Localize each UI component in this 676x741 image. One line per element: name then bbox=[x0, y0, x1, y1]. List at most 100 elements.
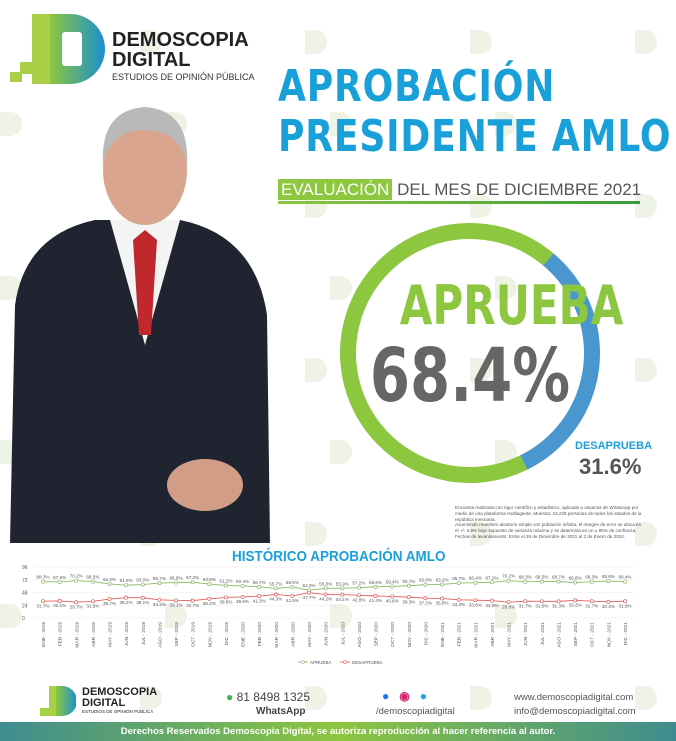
data-label: 68.3% bbox=[519, 575, 532, 580]
data-point bbox=[390, 594, 395, 599]
data-label: 70.2% bbox=[502, 574, 515, 579]
x-tick-label: MAY - 2020 bbox=[307, 622, 313, 647]
data-label: 68.7% bbox=[552, 575, 565, 580]
data-label: 47.7% bbox=[303, 595, 316, 600]
x-tick-label: OCT - 2021 bbox=[590, 622, 596, 647]
data-label: 60.7% bbox=[402, 579, 415, 584]
watermark-logo bbox=[305, 30, 327, 54]
methodology-note: Encuesta realizada con rigor científico … bbox=[455, 505, 643, 540]
data-point bbox=[506, 578, 511, 583]
whatsapp-contact[interactable]: ● 81 8498 1325 bbox=[226, 690, 310, 704]
social-handle[interactable]: /demoscopiadigital bbox=[376, 706, 455, 717]
data-point bbox=[456, 597, 461, 602]
data-point bbox=[340, 586, 345, 591]
data-point bbox=[589, 579, 594, 584]
data-label: 39.6% bbox=[236, 599, 249, 604]
x-tick-label: MAR - 2021 bbox=[473, 622, 479, 648]
data-point bbox=[539, 579, 544, 584]
data-point bbox=[406, 583, 411, 588]
data-point bbox=[257, 584, 262, 589]
data-point bbox=[307, 590, 312, 595]
y-tick-label: 0 bbox=[22, 616, 25, 622]
brand-logo-mark bbox=[10, 14, 105, 84]
twitter-icon[interactable]: ● bbox=[419, 689, 428, 703]
watermark-logo bbox=[470, 522, 492, 546]
data-point bbox=[140, 595, 145, 600]
social-icons: ● ◉ ● bbox=[382, 689, 427, 703]
facebook-icon[interactable]: ● bbox=[382, 689, 390, 703]
data-label: 38.1% bbox=[136, 600, 149, 605]
x-tick-label: FEB - 2021 bbox=[457, 622, 463, 647]
email-link[interactable]: info@demoscopiadigital.com bbox=[514, 706, 636, 717]
data-point bbox=[423, 582, 428, 587]
data-point bbox=[90, 599, 95, 604]
footer-logo-mark bbox=[40, 686, 76, 716]
data-point bbox=[473, 598, 478, 603]
data-label: 67.3% bbox=[186, 575, 199, 580]
data-point bbox=[623, 599, 627, 604]
watermark-logo bbox=[635, 522, 657, 546]
whatsapp-icon: ● bbox=[226, 690, 234, 704]
data-point bbox=[356, 593, 361, 598]
watermark-logo bbox=[330, 276, 352, 300]
instagram-icon[interactable]: ◉ bbox=[399, 689, 410, 703]
data-label: 66.8% bbox=[170, 576, 183, 581]
data-label: 42.8% bbox=[352, 597, 365, 602]
series-line-desaprueba bbox=[42, 592, 626, 603]
data-point bbox=[606, 579, 611, 583]
data-label: 68.3% bbox=[585, 575, 598, 580]
data-label: 62.8% bbox=[419, 578, 432, 583]
eval-highlight: EVALUACIÓN bbox=[278, 179, 393, 200]
watermark-logo bbox=[495, 604, 517, 628]
watermark-logo bbox=[470, 194, 492, 218]
data-point bbox=[523, 599, 528, 604]
x-tick-label: ABR - 2020 bbox=[290, 622, 296, 647]
x-tick-label: DIC - 2021 bbox=[623, 622, 629, 646]
data-point bbox=[190, 580, 195, 585]
watermark-logo bbox=[0, 604, 22, 628]
x-tick-label: JUL - 2020 bbox=[340, 622, 346, 646]
data-label: 68.4% bbox=[618, 575, 631, 580]
data-label: 65.7% bbox=[452, 576, 465, 581]
data-label: 58.7% bbox=[253, 580, 266, 585]
data-point bbox=[539, 599, 544, 604]
data-point bbox=[107, 581, 112, 586]
data-point bbox=[240, 583, 245, 588]
data-label: 34.3% bbox=[452, 602, 465, 607]
data-label: 32.1% bbox=[53, 603, 66, 608]
data-point bbox=[57, 598, 62, 603]
watermark-logo bbox=[165, 604, 187, 628]
approve-label: APRUEBA bbox=[399, 274, 624, 337]
data-label: 68.5% bbox=[86, 575, 99, 580]
legend-label: DESAPRUEBA bbox=[352, 660, 383, 665]
data-point bbox=[41, 599, 45, 604]
website-link[interactable]: www.demoscopiadigital.com bbox=[514, 692, 634, 703]
watermark-logo bbox=[635, 686, 657, 710]
data-label: 31.5% bbox=[535, 603, 548, 608]
brand-name-1: DEMOSCOPIA bbox=[112, 29, 249, 51]
data-label: 52.3% bbox=[303, 583, 316, 588]
y-tick-label: 24 bbox=[22, 603, 28, 609]
data-label: 37.2% bbox=[419, 600, 432, 605]
data-label: 41.5% bbox=[286, 598, 299, 603]
watermark-logo bbox=[635, 30, 657, 54]
data-point bbox=[390, 584, 395, 589]
x-tick-label: AGO - 2021 bbox=[556, 622, 562, 648]
x-tick-label: DIC - 2019 bbox=[224, 622, 230, 646]
data-label: 57.2% bbox=[352, 581, 365, 586]
data-label: 33.6% bbox=[469, 602, 482, 607]
footer-brand-1: DEMOSCOPIA bbox=[82, 686, 158, 698]
whatsapp-label: WhatsApp bbox=[256, 706, 306, 717]
data-label: 30.4% bbox=[602, 604, 615, 609]
x-tick-label: SEP - 2019 bbox=[174, 622, 180, 647]
y-tick-label: 96 bbox=[22, 565, 28, 571]
data-point bbox=[589, 599, 594, 604]
data-point bbox=[174, 580, 178, 585]
x-tick-label: MAR - 2019 bbox=[74, 622, 80, 648]
data-point bbox=[257, 594, 262, 599]
watermark-logo bbox=[330, 112, 352, 136]
watermark-logo bbox=[470, 686, 492, 710]
series-line-aprueba bbox=[42, 580, 626, 591]
data-label: 68.5% bbox=[535, 575, 548, 580]
data-label: 38.2% bbox=[120, 600, 133, 605]
